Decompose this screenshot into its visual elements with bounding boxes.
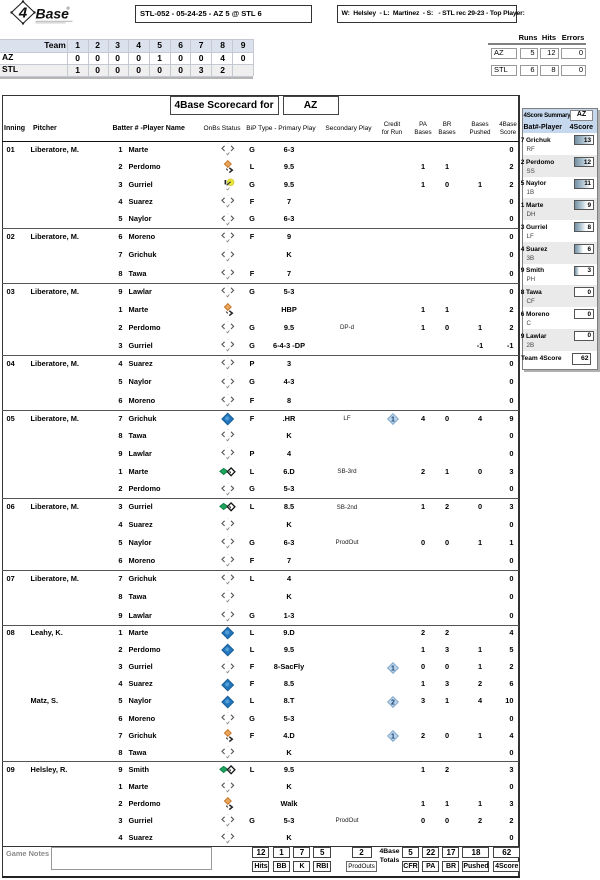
svg-text:®: ® [67, 5, 71, 11]
svg-text:1: 1 [391, 733, 395, 740]
svg-text:2: 2 [391, 699, 395, 706]
svg-text:Base: Base [36, 6, 70, 22]
svg-text:4: 4 [18, 5, 28, 22]
svg-text:1: 1 [391, 665, 395, 672]
svg-text:1: 1 [391, 416, 395, 423]
